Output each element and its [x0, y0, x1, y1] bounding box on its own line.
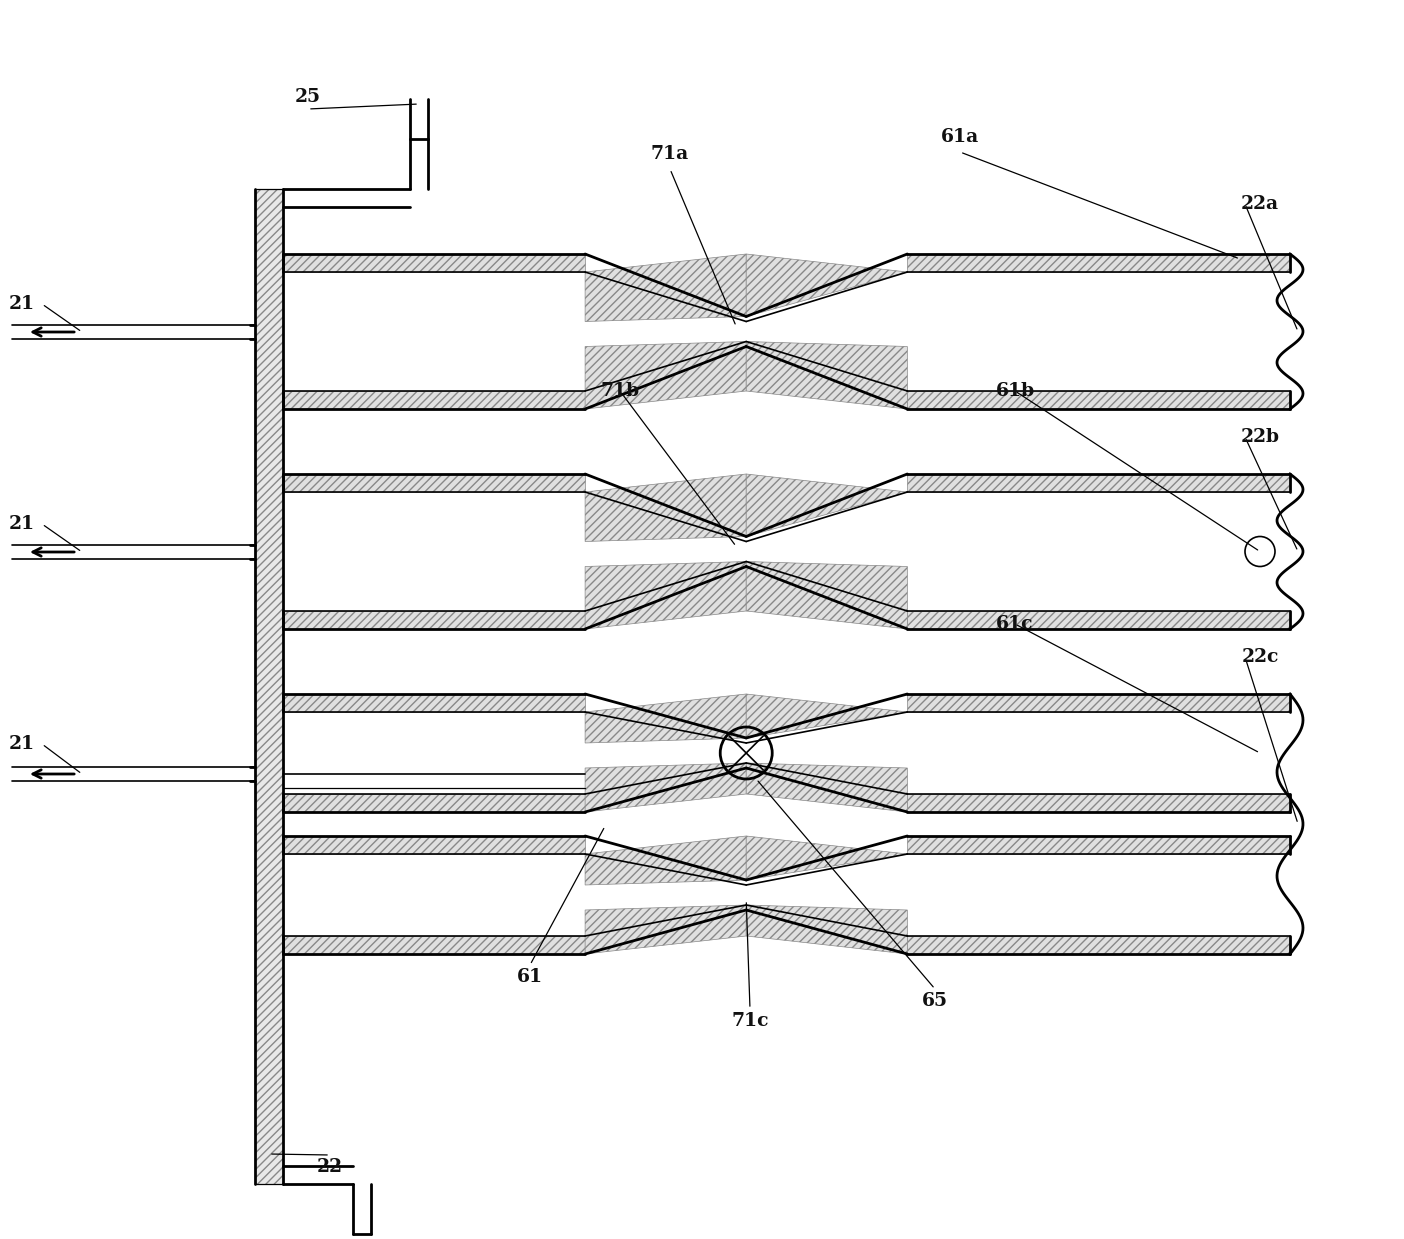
Polygon shape — [746, 475, 907, 536]
Polygon shape — [907, 694, 1290, 712]
Polygon shape — [746, 254, 907, 316]
Polygon shape — [284, 694, 585, 712]
Polygon shape — [284, 254, 585, 273]
Polygon shape — [284, 836, 585, 854]
Text: 65: 65 — [922, 992, 948, 1010]
Text: 21: 21 — [8, 735, 35, 753]
Polygon shape — [746, 763, 907, 812]
Polygon shape — [284, 611, 585, 629]
Polygon shape — [585, 836, 746, 885]
Polygon shape — [907, 935, 1290, 954]
Text: 22c: 22c — [1241, 648, 1279, 667]
Polygon shape — [907, 611, 1290, 629]
Text: 25: 25 — [295, 88, 322, 107]
Polygon shape — [907, 392, 1290, 409]
Text: 22b: 22b — [1241, 427, 1279, 446]
Polygon shape — [585, 561, 746, 629]
Text: 21: 21 — [8, 515, 35, 533]
Polygon shape — [585, 475, 746, 541]
Polygon shape — [907, 794, 1290, 812]
Text: 71b: 71b — [601, 382, 640, 400]
Text: 71c: 71c — [731, 1012, 769, 1030]
Polygon shape — [746, 904, 907, 954]
Polygon shape — [585, 254, 746, 321]
Bar — [256, 190, 284, 1184]
Polygon shape — [284, 392, 585, 409]
Polygon shape — [746, 342, 907, 409]
Polygon shape — [284, 475, 585, 492]
Text: 71a: 71a — [651, 145, 689, 164]
Polygon shape — [746, 836, 907, 880]
Polygon shape — [907, 836, 1290, 854]
Polygon shape — [284, 935, 585, 954]
Polygon shape — [585, 342, 746, 409]
Text: 61a: 61a — [941, 128, 979, 146]
Polygon shape — [746, 694, 907, 738]
Text: 61c: 61c — [997, 615, 1033, 633]
Text: 21: 21 — [8, 295, 35, 313]
Polygon shape — [907, 475, 1290, 492]
Polygon shape — [907, 254, 1290, 273]
Text: 22: 22 — [317, 1158, 343, 1176]
Text: 61b: 61b — [995, 382, 1035, 400]
Polygon shape — [746, 561, 907, 629]
Polygon shape — [284, 794, 585, 812]
Polygon shape — [585, 694, 746, 743]
Polygon shape — [585, 904, 746, 954]
Text: 22a: 22a — [1241, 195, 1279, 213]
Text: 61: 61 — [517, 968, 543, 986]
Polygon shape — [585, 763, 746, 812]
